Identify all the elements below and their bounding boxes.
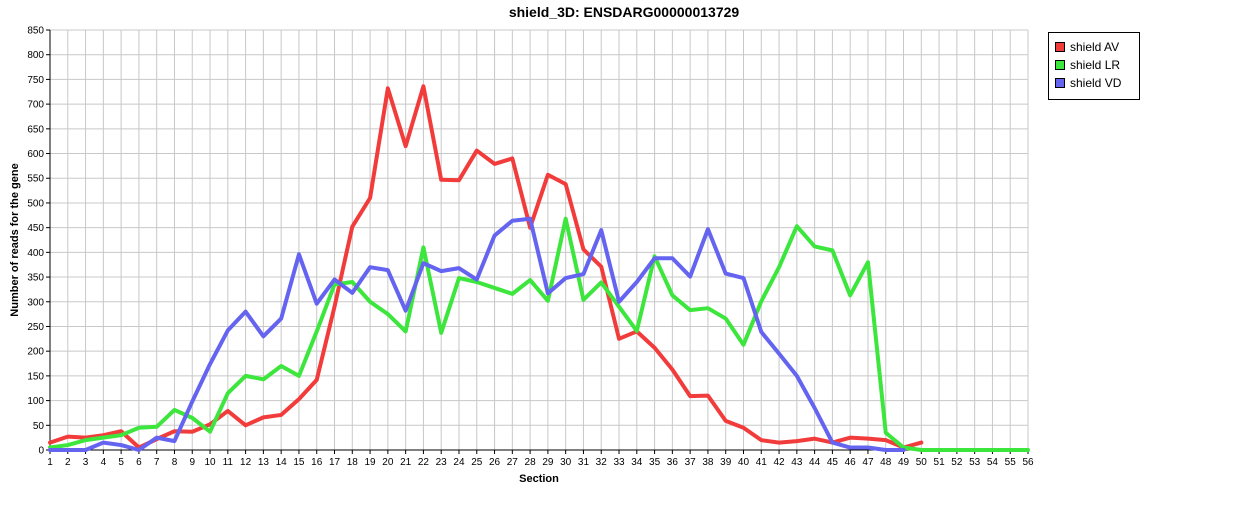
x-tick-label: 7 [154,457,160,468]
y-tick-label: 750 [27,75,44,86]
x-tick-label: 25 [471,457,483,468]
x-tick-label: 30 [560,457,572,468]
x-tick-label: 21 [400,457,412,468]
x-tick-label: 41 [756,457,768,468]
y-tick-label: 50 [33,421,45,432]
y-tick-label: 450 [27,223,44,234]
x-tick-label: 27 [507,457,519,468]
x-tick-label: 39 [720,457,732,468]
legend-swatch-shield-vd [1055,78,1065,88]
x-tick-label: 19 [365,457,377,468]
y-tick-label: 0 [38,446,44,457]
x-tick-label: 43 [791,457,803,468]
y-tick-label: 100 [27,396,44,407]
x-tick-label: 47 [862,457,874,468]
x-tick-label: 11 [223,457,234,468]
x-tick-label: 18 [347,457,359,468]
y-tick-label: 300 [27,297,44,308]
axis-layer [49,30,1028,451]
legend-swatch-shield-av [1055,42,1065,52]
x-tick-label: 36 [667,457,679,468]
y-tick-label: 800 [27,50,44,61]
y-tick-label: 200 [27,347,44,358]
x-tick-label: 16 [311,457,323,468]
legend-swatch-shield-lr [1055,60,1065,70]
x-tick-label: 14 [276,457,288,468]
x-tick-label: 48 [880,457,892,468]
x-tick-label: 42 [773,457,785,468]
x-tick-label: 20 [382,457,394,468]
x-tick-label: 54 [987,457,999,468]
x-tick-label: 24 [453,457,465,468]
x-tick-label: 51 [934,457,946,468]
x-tick-label: 56 [1022,457,1034,468]
x-tick-label: 4 [101,457,107,468]
x-tick-label: 34 [631,457,643,468]
x-tick-label: 32 [596,457,608,468]
legend-item-shield-lr: shield LR [1055,57,1120,73]
legend: shield AV shield LR shield VD [1048,32,1140,100]
tick-layer: 0501001502002503003504004505005506006507… [27,26,1034,469]
legend-item-shield-vd: shield VD [1055,75,1121,91]
legend-item-shield-av: shield AV [1055,39,1119,55]
x-tick-label: 52 [951,457,963,468]
y-tick-label: 250 [27,322,44,333]
y-tick-label: 150 [27,371,44,382]
series-line-shield-vd [48,216,906,452]
x-tick-label: 45 [827,457,839,468]
x-tick-label: 44 [809,457,821,468]
x-axis-label: Section [519,473,559,485]
y-axis-label: Number of reads for the gene [9,163,21,316]
legend-label-shield-av: shield AV [1070,40,1120,54]
x-tick-label: 9 [189,457,195,468]
y-tick-label: 500 [27,198,44,209]
y-tick-label: 650 [27,124,44,135]
x-tick-label: 12 [240,457,252,468]
x-tick-label: 55 [1005,457,1017,468]
x-tick-label: 53 [969,457,981,468]
x-tick-label: 22 [418,457,430,468]
x-tick-label: 46 [845,457,857,468]
series-layer [48,84,1030,452]
series-line-shield-lr [48,216,1030,452]
x-tick-label: 50 [916,457,928,468]
x-tick-label: 37 [685,457,697,468]
x-tick-label: 38 [702,457,714,468]
y-tick-label: 400 [27,248,44,259]
x-tick-label: 29 [542,457,554,468]
x-tick-label: 3 [83,457,89,468]
x-tick-label: 17 [329,457,341,468]
y-tick-label: 700 [27,100,44,111]
plot-background [50,30,1028,450]
x-tick-label: 8 [172,457,178,468]
y-tick-label: 550 [27,174,44,185]
x-tick-label: 49 [898,457,910,468]
x-tick-label: 13 [258,457,270,468]
y-tick-label: 350 [27,273,44,284]
x-tick-label: 28 [525,457,537,468]
x-tick-label: 35 [649,457,661,468]
x-tick-label: 23 [436,457,448,468]
x-tick-label: 33 [613,457,625,468]
y-tick-label: 850 [27,26,44,37]
x-tick-label: 10 [204,457,216,468]
y-tick-label: 600 [27,149,44,160]
x-tick-label: 1 [47,457,53,468]
chart-title: shield_3D: ENSDARG00000013729 [509,4,740,20]
x-tick-label: 15 [293,457,305,468]
x-tick-label: 5 [118,457,124,468]
legend-label-shield-lr: shield LR [1070,58,1121,72]
x-tick-label: 26 [489,457,501,468]
series-line-shield-av [48,84,924,450]
x-tick-label: 40 [738,457,750,468]
x-tick-label: 2 [65,457,71,468]
legend-label-shield-vd: shield VD [1070,76,1122,90]
x-tick-label: 6 [136,457,142,468]
grid-layer [49,29,1029,451]
x-tick-label: 31 [578,457,590,468]
